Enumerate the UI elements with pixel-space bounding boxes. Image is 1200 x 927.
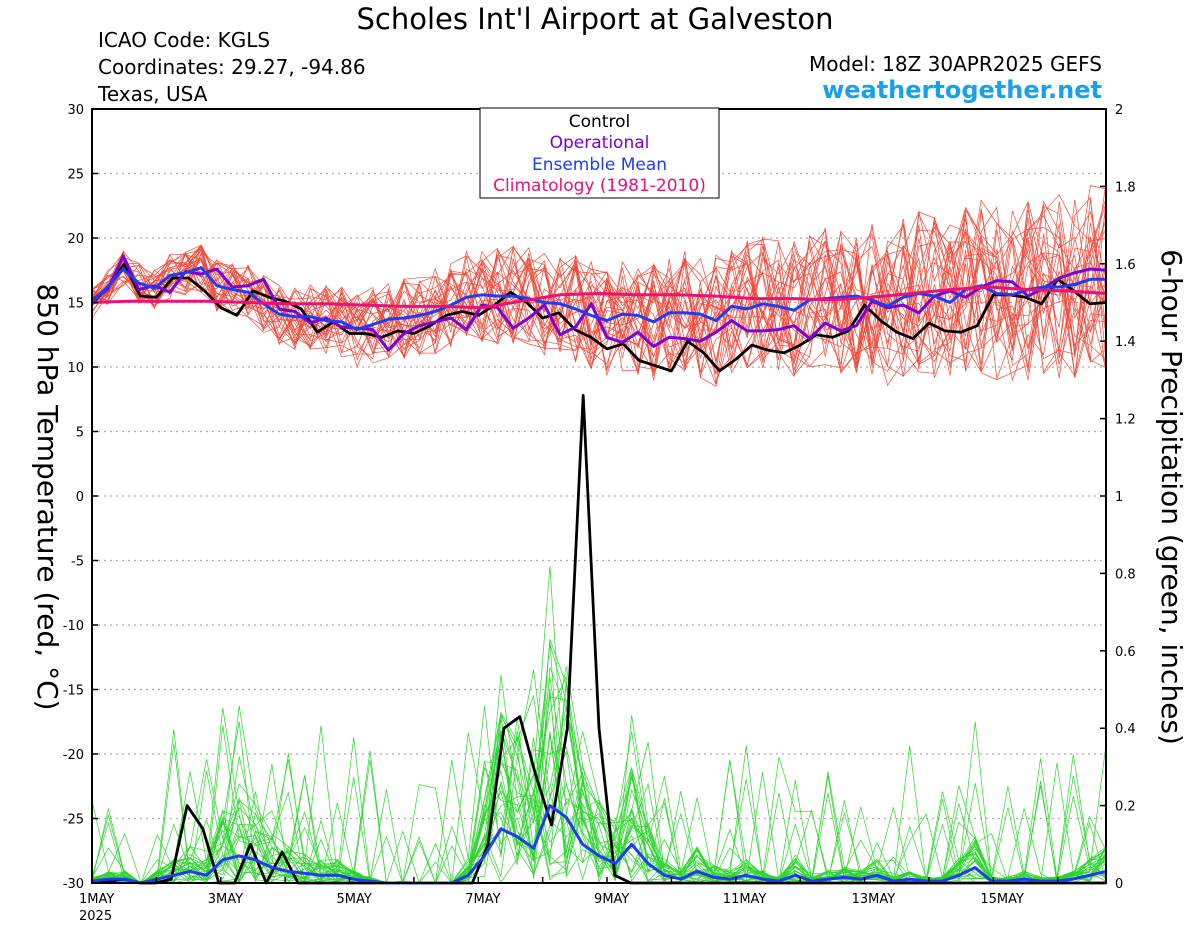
y-left-tick-label: 10 bbox=[67, 361, 84, 376]
y-right-tick-label: 2 bbox=[1115, 103, 1123, 118]
precip-member-line bbox=[91, 640, 1107, 884]
legend: Control Operational Ensemble Mean Climat… bbox=[479, 107, 720, 199]
legend-climatology: Climatology (1981-2010) bbox=[493, 176, 706, 196]
precip-member-line bbox=[91, 638, 1107, 884]
control-temp-line bbox=[90, 262, 1107, 373]
y-right-tick-label: 0.6 bbox=[1115, 645, 1136, 660]
model-run: Model: 18Z 30APR2025 GEFS bbox=[809, 52, 1102, 76]
axes: 302520151050-5-10-15-20-25-3021.81.61.41… bbox=[63, 103, 1136, 924]
y-right-tick-label: 1.6 bbox=[1115, 258, 1136, 273]
temperature-member-line bbox=[91, 196, 1107, 373]
legend-operational: Operational bbox=[550, 133, 650, 153]
x-tick-label: 3MAY bbox=[208, 892, 243, 907]
y-left-tick-label: 0 bbox=[76, 490, 84, 505]
y-right-tick-label: 1.2 bbox=[1115, 413, 1136, 428]
precip-member-line bbox=[91, 643, 1107, 884]
operational-temp-line bbox=[91, 254, 1107, 352]
location: Texas, USA bbox=[98, 82, 208, 106]
x-tick-label: 5MAY bbox=[337, 892, 372, 907]
chart-title: Scholes Int'l Airport at Galveston bbox=[356, 2, 834, 36]
x-tick-label: 9MAY bbox=[594, 892, 629, 907]
temperature-member-line bbox=[91, 194, 1107, 386]
temperature-member-line bbox=[91, 229, 1107, 374]
legend-box bbox=[479, 107, 720, 199]
y-left-tick-label: -30 bbox=[63, 877, 84, 892]
y-right-tick-label: 1.4 bbox=[1115, 335, 1136, 350]
precip-member-line bbox=[91, 732, 1107, 884]
climatology-line bbox=[91, 285, 1107, 310]
y-left-tick-label: -20 bbox=[63, 748, 84, 763]
x-year-label: 2025 bbox=[79, 909, 112, 924]
y-left-tick-label: 30 bbox=[67, 103, 84, 118]
x-tick-label: 1MAY bbox=[79, 892, 114, 907]
temperature-member-line bbox=[91, 199, 1107, 381]
temperature-member-line bbox=[91, 242, 1107, 387]
y-left-tick-label: -15 bbox=[63, 684, 84, 699]
y-right-tick-label: 0.2 bbox=[1115, 800, 1136, 815]
y-right-tick-label: 1 bbox=[1115, 490, 1123, 505]
x-tick-label: 11MAY bbox=[723, 892, 767, 907]
y-left-tick-label: -10 bbox=[63, 619, 84, 634]
x-tick-label: 7MAY bbox=[465, 892, 500, 907]
temperature-member-line bbox=[91, 245, 1107, 379]
y-left-tick-label: -5 bbox=[71, 555, 84, 570]
y-right-tick-label: 1.8 bbox=[1115, 180, 1136, 195]
y-right-tick-label: 0 bbox=[1115, 877, 1123, 892]
ensemble-mean-precip-line bbox=[91, 804, 1107, 885]
coordinates: Coordinates: 29.27, -94.86 bbox=[98, 55, 366, 79]
legend-ensemble-mean: Ensemble Mean bbox=[532, 155, 667, 175]
y-axis-left-label: 850 hPa Temperature (red, °C) bbox=[31, 283, 64, 710]
icao-code: ICAO Code: KGLS bbox=[98, 28, 271, 52]
y-left-tick-label: 5 bbox=[76, 426, 84, 441]
x-tick-label: 13MAY bbox=[852, 892, 896, 907]
y-left-tick-label: 15 bbox=[67, 297, 84, 312]
y-right-tick-label: 0.8 bbox=[1115, 567, 1136, 582]
site-link[interactable]: weathertogether.net bbox=[822, 76, 1102, 104]
legend-control: Control bbox=[569, 112, 630, 132]
x-tick-label: 15MAY bbox=[980, 892, 1024, 907]
temperature-member-line bbox=[91, 220, 1107, 378]
temperature-member-line bbox=[91, 199, 1107, 370]
y-right-tick-label: 0.4 bbox=[1115, 722, 1136, 737]
precip-member-line bbox=[91, 677, 1107, 884]
y-axis-right-label: 6-hour Precipitation (green, inches) bbox=[1155, 249, 1188, 745]
y-left-tick-label: 25 bbox=[67, 168, 84, 183]
precip-member-line bbox=[91, 683, 1107, 884]
temperature-member-line bbox=[91, 228, 1107, 377]
y-left-tick-label: 20 bbox=[67, 232, 84, 247]
precip-member-line bbox=[91, 729, 1107, 884]
y-left-tick-label: -25 bbox=[63, 813, 84, 828]
main-series bbox=[90, 254, 1107, 885]
